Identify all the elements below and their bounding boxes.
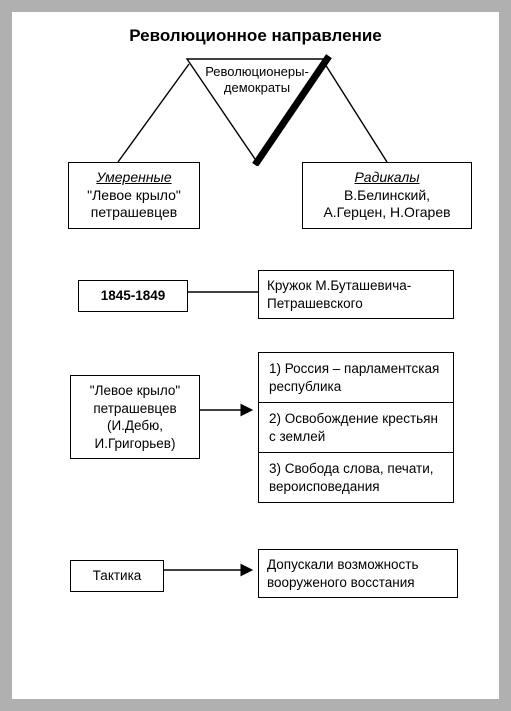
leftwing-line2: петрашевцев xyxy=(93,401,176,416)
years-connector xyxy=(188,282,260,302)
goal-row: 1) Россия – парламентская республика xyxy=(259,353,453,403)
leftwing-line1: "Левое крыло" xyxy=(90,383,180,398)
branch-connectors xyxy=(12,54,499,174)
leftwing-line3: (И.Дебю, xyxy=(107,418,163,433)
branch-right-line2: А.Герцен, Н.Огарев xyxy=(323,204,450,220)
branch-right-line1: В.Белинский, xyxy=(344,187,430,203)
result-line2: вооруженого восстания xyxy=(267,575,415,590)
diagram-page: Революционное направление Революционеры-… xyxy=(12,12,499,699)
tactics-box: Тактика xyxy=(70,560,164,592)
circle-box: Кружок М.Буташевича- Петрашевского xyxy=(258,270,454,319)
branch-left-title: Умеренные xyxy=(96,169,171,185)
branch-box-left: Умеренные "Левое крыло" петрашевцев xyxy=(68,162,200,229)
branch-box-right: Радикалы В.Белинский, А.Герцен, Н.Огарев xyxy=(302,162,472,229)
leftwing-box: "Левое крыло" петрашевцев (И.Дебю, И.Гри… xyxy=(70,375,200,459)
goal-row: 3) Свобода слова, печати, ве­роисповедан… xyxy=(259,453,453,502)
result-line1: Допускали возможность xyxy=(267,557,419,572)
diagram-title: Революционное направление xyxy=(12,26,499,46)
circle-line2: Петрашевского xyxy=(267,296,363,311)
goals-box: 1) Россия – парламентская республика 2) … xyxy=(258,352,454,503)
leftwing-arrow xyxy=(200,400,260,420)
branch-left-line2: петрашевцев xyxy=(91,204,177,220)
circle-line1: Кружок М.Буташевича- xyxy=(267,278,411,293)
leftwing-line4: И.Григорьев) xyxy=(95,436,176,451)
branch-left-line1: "Левое крыло" xyxy=(87,187,181,203)
branch-right-title: Радикалы xyxy=(354,169,419,185)
goal-row: 2) Освобождение крестьян с землей xyxy=(259,403,453,453)
result-box: Допускали возможность вооруженого восста… xyxy=(258,549,458,598)
tactics-arrow xyxy=(164,560,260,580)
years-box: 1845-1849 xyxy=(78,280,188,312)
